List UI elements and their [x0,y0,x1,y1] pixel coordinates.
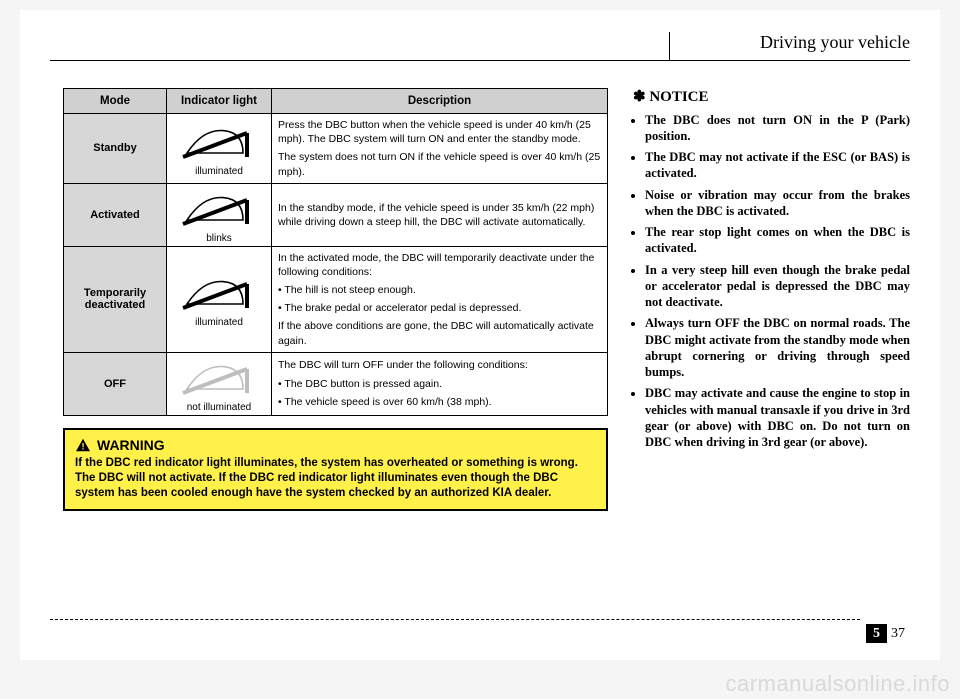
desc-text: Press the DBC button when the vehicle sp… [278,118,601,146]
desc-bullet: • The DBC button is pressed again. [278,377,601,391]
notice-item: The DBC may not activate if the ESC (or … [645,149,910,182]
desc-bullet: • The brake pedal or accelerator pedal i… [278,301,601,315]
watermark: carmanualsonline.info [725,671,950,697]
chapter-number: 5 [866,624,887,643]
warning-head: ! WARNING [75,436,596,454]
table-row: Standby illuminated Press the DBC button… [64,114,608,184]
desc-text: In the activated mode, the DBC will temp… [278,251,601,279]
desc-text: The system does not turn ON if the vehic… [278,150,601,178]
dbc-icon [179,121,259,161]
table-header-row: Mode Indicator light Description [64,89,608,114]
desc-text: The DBC will turn OFF under the followin… [278,358,601,372]
page-num: 37 [891,626,905,641]
left-column: Mode Indicator light Description Standby [63,88,608,605]
dbc-icon [179,272,259,312]
notice-item: Always turn OFF the DBC on normal roads.… [645,315,910,380]
desc-bullet: • The hill is not steep enough. [278,283,601,297]
right-column: ✽ NOTICE The DBC does not turn ON in the… [633,88,910,605]
notice-item: The DBC does not turn ON in the P (Park)… [645,112,910,145]
mode-label: OFF [64,352,167,415]
header-tick [669,32,670,60]
desc-bullet: • The vehicle speed is over 60 km/h (38 … [278,395,601,409]
desc-text: If the above conditions are gone, the DB… [278,319,601,347]
svg-text:!: ! [81,441,84,451]
warning-box: ! WARNING If the DBC red indicator light… [63,428,608,511]
footer-rule [50,619,860,620]
mode-label: Temporarily deactivated [64,246,167,352]
mode-label: Activated [64,183,167,246]
table-row: Temporarily deactivated illuminated In t… [64,246,608,352]
indicator-cell: not illuminated [167,352,272,415]
table-row: Activated blinks In the standby mode, if… [64,183,608,246]
indicator-caption: not illuminated [169,402,269,413]
warning-triangle-icon: ! [75,438,91,452]
indicator-cell: illuminated [167,114,272,184]
indicator-cell: illuminated [167,246,272,352]
dbc-icon [179,188,259,228]
notice-list: The DBC does not turn ON in the P (Park)… [633,112,910,451]
description-cell: In the activated mode, the DBC will temp… [272,246,608,352]
indicator-cell: blinks [167,183,272,246]
section-title: Driving your vehicle [760,32,910,53]
notice-item: In a very steep hill even though the bra… [645,262,910,311]
header-rule [50,60,910,61]
indicator-caption: illuminated [169,166,269,177]
notice-item: DBC may activate and cause the engine to… [645,385,910,450]
th-description: Description [272,89,608,114]
th-indicator: Indicator light [167,89,272,114]
table-row: OFF not illuminated The DBC will turn OF… [64,352,608,415]
dbc-icon [179,357,259,397]
indicator-caption: illuminated [169,317,269,328]
indicator-caption: blinks [169,233,269,244]
desc-text: In the standby mode, if the vehicle spee… [278,201,601,229]
page-number: 5 37 [866,626,905,642]
notice-item: Noise or vibration may occur from the br… [645,187,910,220]
th-mode: Mode [64,89,167,114]
description-cell: The DBC will turn OFF under the followin… [272,352,608,415]
warning-head-text: WARNING [97,436,165,454]
notice-item: The rear stop light comes on when the DB… [645,224,910,257]
page: Driving your vehicle Mode Indicator ligh… [20,10,940,660]
notice-heading: ✽ NOTICE [633,88,910,108]
description-cell: Press the DBC button when the vehicle sp… [272,114,608,184]
description-cell: In the standby mode, if the vehicle spee… [272,183,608,246]
mode-label: Standby [64,114,167,184]
content-area: Mode Indicator light Description Standby [63,88,910,605]
warning-body: If the DBC red indicator light illuminat… [75,456,596,501]
dbc-mode-table: Mode Indicator light Description Standby [63,88,608,416]
